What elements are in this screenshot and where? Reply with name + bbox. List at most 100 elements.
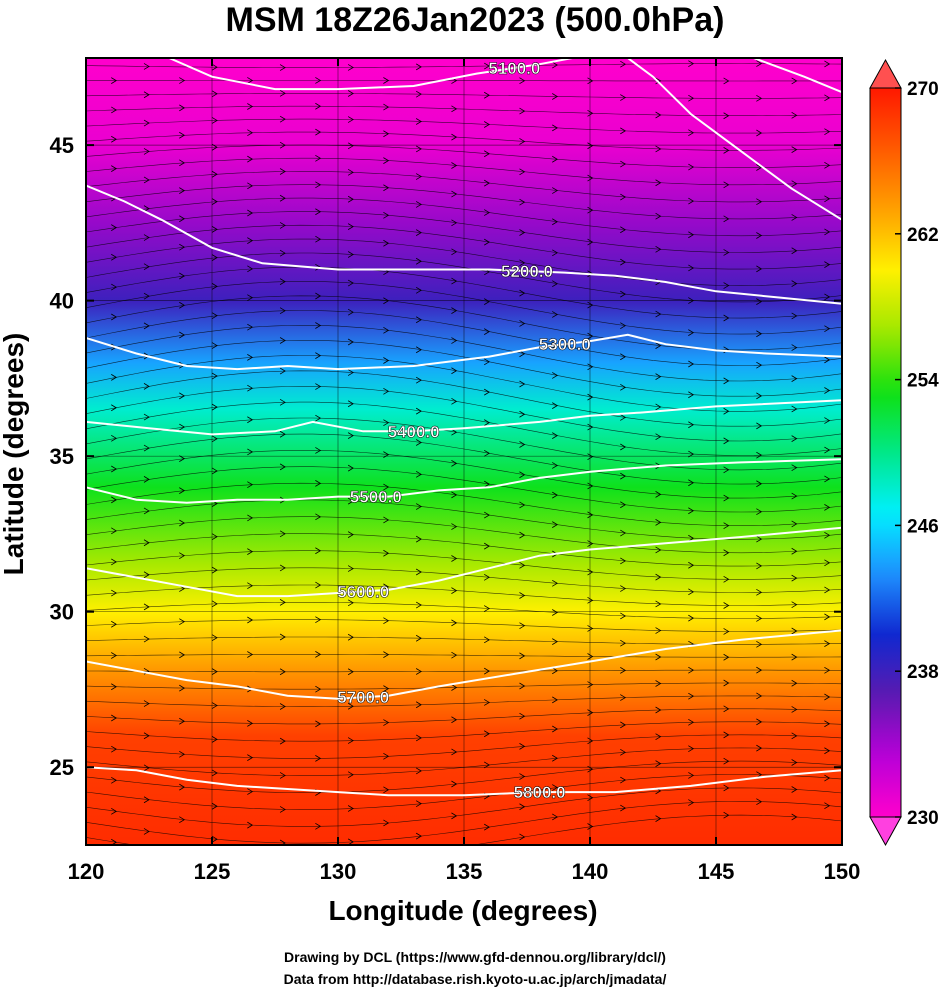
wind-arrow <box>688 197 695 205</box>
wind-arrow <box>111 434 118 442</box>
wind-arrow <box>179 423 186 431</box>
wind-arrow <box>519 682 526 690</box>
wind-arrow <box>383 103 390 111</box>
wind-arrow <box>211 566 218 574</box>
wind-arrow <box>179 487 186 494</box>
wind-arrow <box>824 293 831 301</box>
wind-arrow <box>111 165 118 172</box>
wind-arrow <box>483 636 490 644</box>
wind-arrow <box>247 754 254 761</box>
wind-arrow <box>211 254 218 261</box>
wind-arrow <box>383 211 390 219</box>
wind-arrow <box>383 157 390 164</box>
wind-arrow <box>315 208 322 216</box>
wind-arrow <box>791 492 798 500</box>
wind-arrow <box>824 666 831 674</box>
wind-arrow <box>620 226 627 234</box>
colorbar-tick-label: 246 <box>907 516 939 537</box>
colorbar-tick-label: 230 <box>907 808 939 829</box>
wind-arrow <box>451 460 458 467</box>
wind-arrow <box>247 821 254 829</box>
wind-arrow <box>756 615 763 622</box>
wind-arrow <box>211 769 218 777</box>
wind-arrow <box>587 625 594 632</box>
wind-arrow <box>347 668 354 676</box>
wind-arrow <box>415 601 422 609</box>
contour-label: 5800.0 <box>514 783 566 802</box>
wind-arrow <box>552 372 559 379</box>
wind-arrow <box>552 280 559 288</box>
wind-arrow <box>587 423 594 431</box>
wind-arrow <box>723 731 730 739</box>
y-tick-label: 35 <box>50 444 74 469</box>
wind-arrow <box>756 562 763 570</box>
wind-arrow <box>111 374 118 381</box>
wind-arrow <box>688 772 695 779</box>
wind-arrow <box>415 470 422 478</box>
wind-arrow <box>688 129 695 137</box>
wind-arrow <box>143 539 150 547</box>
wind-arrow <box>723 77 730 85</box>
wind-arrow <box>179 651 186 659</box>
wind-arrow <box>415 346 422 354</box>
wind-arrow <box>415 535 422 543</box>
wind-arrow <box>587 109 594 117</box>
wind-arrow <box>688 479 695 487</box>
wind-arrow <box>279 564 286 572</box>
wind-arrow <box>655 491 662 498</box>
wind-arrow <box>211 372 218 380</box>
wind-arrow <box>824 531 831 539</box>
wind-arrow <box>179 131 186 139</box>
wind-arrow <box>211 802 218 810</box>
wind-arrow <box>347 116 354 123</box>
wind-arrow <box>179 301 186 309</box>
wind-arrow <box>791 813 798 821</box>
wind-arrow <box>791 520 798 528</box>
wind-arrow <box>723 784 730 792</box>
wind-arrow <box>347 90 354 97</box>
wind-arrow <box>347 168 354 176</box>
colorbar-tick-label: 254 <box>907 371 939 392</box>
wind-arrow <box>315 352 322 359</box>
wind-arrow <box>211 283 218 290</box>
wind-arrow <box>179 77 186 84</box>
wind-arrow <box>279 772 286 779</box>
wind-arrow <box>791 759 798 766</box>
wind-arrow <box>415 90 422 98</box>
wind-arrow <box>347 223 354 230</box>
wind-arrow <box>519 592 526 599</box>
wind-arrow <box>655 245 662 253</box>
wind-arrow <box>723 522 730 530</box>
wind-arrow <box>315 547 322 555</box>
wind-arrow <box>620 193 627 201</box>
y-tick-label: 25 <box>50 755 74 780</box>
wind-arrow <box>415 229 422 236</box>
wind-arrow <box>655 310 662 318</box>
wind-arrow <box>247 788 254 795</box>
wind-arrow <box>211 835 218 843</box>
wind-arrow <box>587 540 594 547</box>
wind-arrow <box>587 238 594 246</box>
wind-arrow <box>347 565 354 572</box>
wind-arrow <box>211 117 218 124</box>
wind-arrow <box>315 102 322 110</box>
wind-arrow <box>315 513 322 521</box>
wind-arrow <box>315 292 322 300</box>
wind-arrow <box>415 118 422 125</box>
wind-arrow <box>179 243 186 251</box>
wind-arrow <box>620 585 627 592</box>
wind-arrow <box>383 819 390 827</box>
wind-arrow <box>552 249 559 257</box>
wind-arrow <box>620 258 627 266</box>
wind-arrow <box>347 464 354 472</box>
wind-arrow <box>483 209 490 216</box>
wind-arrow <box>247 481 254 489</box>
wind-arrow <box>552 491 559 499</box>
wind-arrow <box>111 683 118 691</box>
wind-arrow <box>587 511 594 519</box>
wind-arrow <box>279 222 286 229</box>
wind-arrow <box>791 214 798 221</box>
contour-line <box>86 629 842 700</box>
wind-arrow <box>451 337 458 344</box>
wind-arrow <box>451 555 458 562</box>
